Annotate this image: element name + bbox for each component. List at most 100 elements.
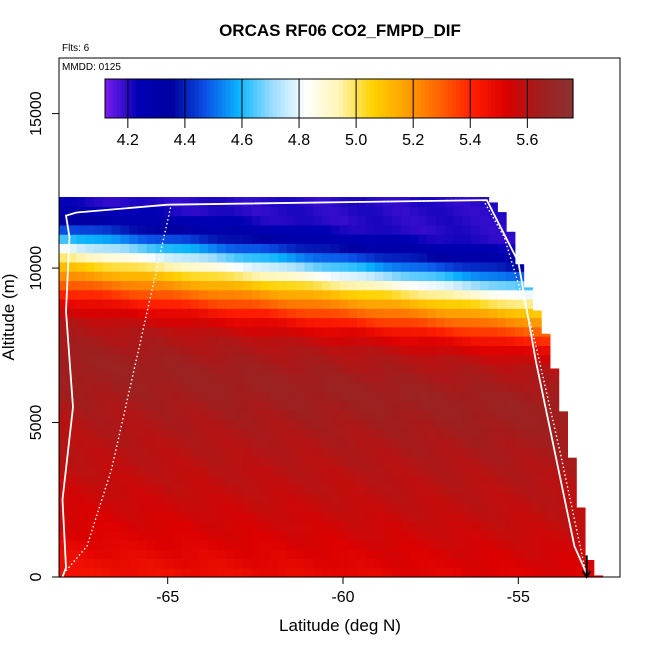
colorbar-swatch: [549, 79, 555, 118]
flight-track-dotted: [65, 199, 588, 578]
heatmap-cell: [418, 456, 428, 467]
heatmap-cell: [190, 206, 200, 217]
heatmap-cell: [269, 308, 279, 319]
heatmap-cell: [155, 447, 165, 458]
heatmap-cell: [102, 539, 113, 550]
heatmap-cell: [85, 437, 95, 448]
heatmap-cell: [111, 243, 121, 254]
heatmap-cell: [181, 289, 192, 300]
heatmap-cell: [155, 345, 165, 356]
heatmap-cell: [392, 428, 402, 439]
heatmap-cell: [470, 317, 481, 328]
heatmap-cell: [295, 224, 306, 235]
heatmap-cell: [208, 363, 218, 374]
heatmap-cell: [295, 465, 306, 476]
heatmap-cell: [427, 456, 437, 467]
heatmap-cell: [199, 336, 209, 346]
heatmap-cell: [225, 224, 235, 235]
heatmap-cell: [208, 224, 218, 235]
heatmap-cell: [506, 530, 516, 541]
heatmap-cell: [392, 243, 402, 254]
heatmap-cell: [225, 197, 235, 207]
heatmap-cell: [462, 437, 472, 448]
heatmap-cell: [137, 410, 148, 421]
heatmap-cell: [321, 382, 332, 393]
heatmap-cell: [216, 345, 227, 356]
heatmap-cell: [453, 549, 463, 560]
heatmap-cell: [102, 475, 113, 485]
heatmap-cell: [470, 530, 481, 541]
colorbar-swatch: [417, 79, 422, 118]
heatmap-cell: [339, 428, 349, 439]
heatmap-cell: [216, 428, 227, 439]
heatmap-cell: [181, 317, 192, 328]
heatmap-cell: [479, 326, 490, 337]
heatmap-cell: [278, 530, 288, 541]
heatmap-cell: [514, 391, 525, 402]
heatmap-cell: [304, 558, 314, 569]
heatmap-cell: [558, 456, 569, 467]
heatmap-cell: [392, 345, 402, 356]
colorbar-swatch: [335, 79, 340, 118]
heatmap-cell: [208, 437, 218, 448]
heatmap-cell: [365, 493, 376, 504]
heatmap-cell: [313, 419, 323, 430]
colorbar-swatch: [214, 79, 219, 118]
heatmap-cell: [453, 558, 463, 569]
heatmap-cell: [400, 521, 411, 532]
heatmap-cell: [541, 465, 551, 476]
heatmap-cell: [400, 363, 411, 374]
heatmap-cell: [523, 363, 533, 374]
heatmap-cell: [313, 373, 323, 383]
heatmap-cell: [532, 317, 542, 328]
heatmap-cell: [137, 493, 148, 504]
heatmap-cell: [497, 484, 507, 495]
heatmap-cell: [506, 308, 516, 319]
heatmap-cell: [85, 280, 95, 291]
heatmap-cell: [208, 447, 218, 458]
heatmap-cell: [506, 326, 516, 337]
heatmap-cell: [260, 391, 270, 402]
heatmap-cell: [453, 317, 463, 328]
heatmap-cell: [67, 234, 78, 244]
heatmap-cell: [321, 475, 332, 485]
heatmap-cell: [295, 261, 306, 272]
heatmap-cell: [181, 261, 192, 272]
heatmap-cell: [59, 419, 69, 430]
heatmap-cell: [357, 521, 367, 532]
heatmap-cell: [418, 428, 428, 439]
heatmap-cell: [278, 243, 288, 254]
heatmap-cell: [278, 363, 288, 374]
heatmap-cell: [453, 363, 463, 374]
colorbar-swatch: [253, 79, 258, 118]
heatmap-cell: [321, 521, 332, 532]
heatmap-cell: [59, 475, 69, 485]
heatmap-cell: [251, 512, 262, 522]
heatmap-cell: [567, 475, 577, 485]
heatmap-cell: [111, 252, 121, 263]
heatmap-cell: [479, 289, 490, 300]
colorbar-swatch: [420, 79, 426, 118]
heatmap-cell: [374, 502, 384, 513]
heatmap-cell: [365, 326, 376, 337]
heatmap-cell: [120, 567, 130, 578]
heatmap-cell: [146, 521, 157, 532]
heatmap-cell: [76, 234, 86, 244]
heatmap-cell: [146, 234, 157, 244]
heatmap-cell: [514, 512, 525, 522]
heatmap-cell: [339, 502, 349, 513]
heatmap-cell: [260, 252, 270, 263]
heatmap-cell: [102, 419, 113, 430]
heatmap-cell: [330, 382, 341, 393]
heatmap-cell: [400, 493, 411, 504]
heatmap-cell: [488, 512, 498, 522]
heatmap-cell: [111, 502, 121, 513]
heatmap-cell: [541, 530, 551, 541]
heatmap-cell: [164, 493, 174, 504]
heatmap-cell: [383, 484, 393, 495]
heatmap-cell: [304, 484, 314, 495]
heatmap-cell: [181, 502, 192, 513]
heatmap-cell: [488, 475, 498, 485]
heatmap-cell: [67, 289, 78, 300]
heatmap-cell: [330, 456, 341, 467]
